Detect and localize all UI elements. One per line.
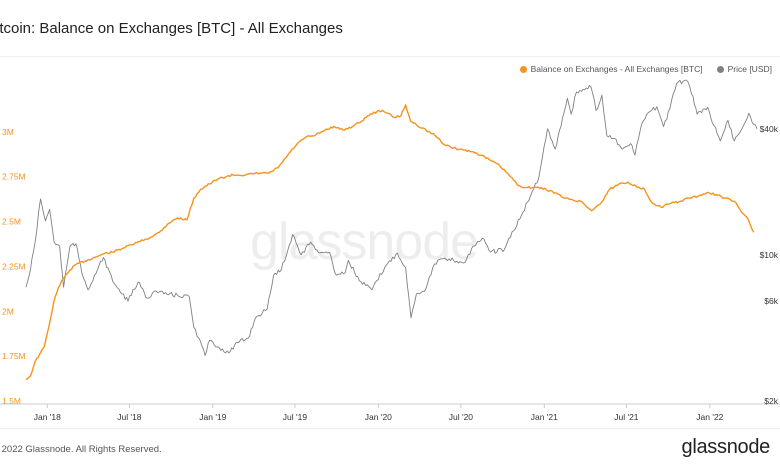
balance-series-line[interactable] <box>25 104 755 381</box>
x-axis-ticks: Jan '18 Jul '18 Jan '19 Jul '19 Jan '20 Jul '… <box>34 404 724 422</box>
x-tick-label: Jul '18 <box>117 412 142 422</box>
y-right-tick-label: $10k <box>760 250 779 260</box>
x-tick-label: Jan '22 <box>696 412 723 422</box>
x-tick-label: Jan '19 <box>199 412 226 422</box>
brand-logo: glassnode <box>681 436 771 458</box>
x-tick-label: Jan '18 <box>34 412 61 422</box>
legend-dot-balance <box>519 65 527 73</box>
legend-label-price: Price [USD] <box>727 64 772 74</box>
y-left-tick-label: 3M <box>2 127 14 137</box>
chart-canvas[interactable]: Jan '18 Jul '18 Jan '19 Jul '19 Jan '20 Jul '… <box>0 0 780 430</box>
legend-item-price[interactable]: Price [USD] <box>716 64 772 74</box>
y-right-tick-label: $2k <box>764 396 778 406</box>
chart-title: Bitcoin: Balance on Exchanges [BTC] - Al… <box>0 20 343 37</box>
y-left-tick-label: 2.25M <box>2 261 26 271</box>
y-left-tick-label: 2M <box>2 306 14 316</box>
y-left-tick-label: 1.75M <box>2 351 26 361</box>
y-right-axis-ticks: $2k $6k $10k $40k <box>760 124 779 406</box>
chart-legend: Balance on Exchanges - All Exchanges [BT… <box>519 64 772 74</box>
y-left-axis-ticks: 1.5M 1.75M 2M 2.25M 2.5M 2.75M 3M <box>2 127 26 406</box>
y-left-tick-label: 2.5M <box>2 217 21 227</box>
x-tick-label: Jan '20 <box>365 412 392 422</box>
price-series-line[interactable] <box>25 79 758 356</box>
legend-dot-price <box>716 65 724 73</box>
header-divider <box>0 56 780 57</box>
y-left-tick-label: 2.75M <box>2 172 26 182</box>
x-tick-label: Jul '20 <box>449 412 474 422</box>
x-tick-label: Jul '21 <box>614 412 639 422</box>
y-left-tick-label: 1.5M <box>2 396 21 406</box>
x-tick-label: Jan '21 <box>531 412 558 422</box>
series-layer <box>25 79 758 381</box>
legend-item-balance[interactable]: Balance on Exchanges - All Exchanges [BT… <box>519 64 703 74</box>
y-right-tick-label: $6k <box>764 296 778 306</box>
legend-label-balance: Balance on Exchanges - All Exchanges [BT… <box>530 64 703 74</box>
x-tick-label: Jul '19 <box>283 412 308 422</box>
y-right-tick-label: $40k <box>760 124 779 134</box>
footer-divider <box>0 428 780 429</box>
copyright-text: © 2022 Glassnode. All Rights Reserved. <box>0 444 162 455</box>
